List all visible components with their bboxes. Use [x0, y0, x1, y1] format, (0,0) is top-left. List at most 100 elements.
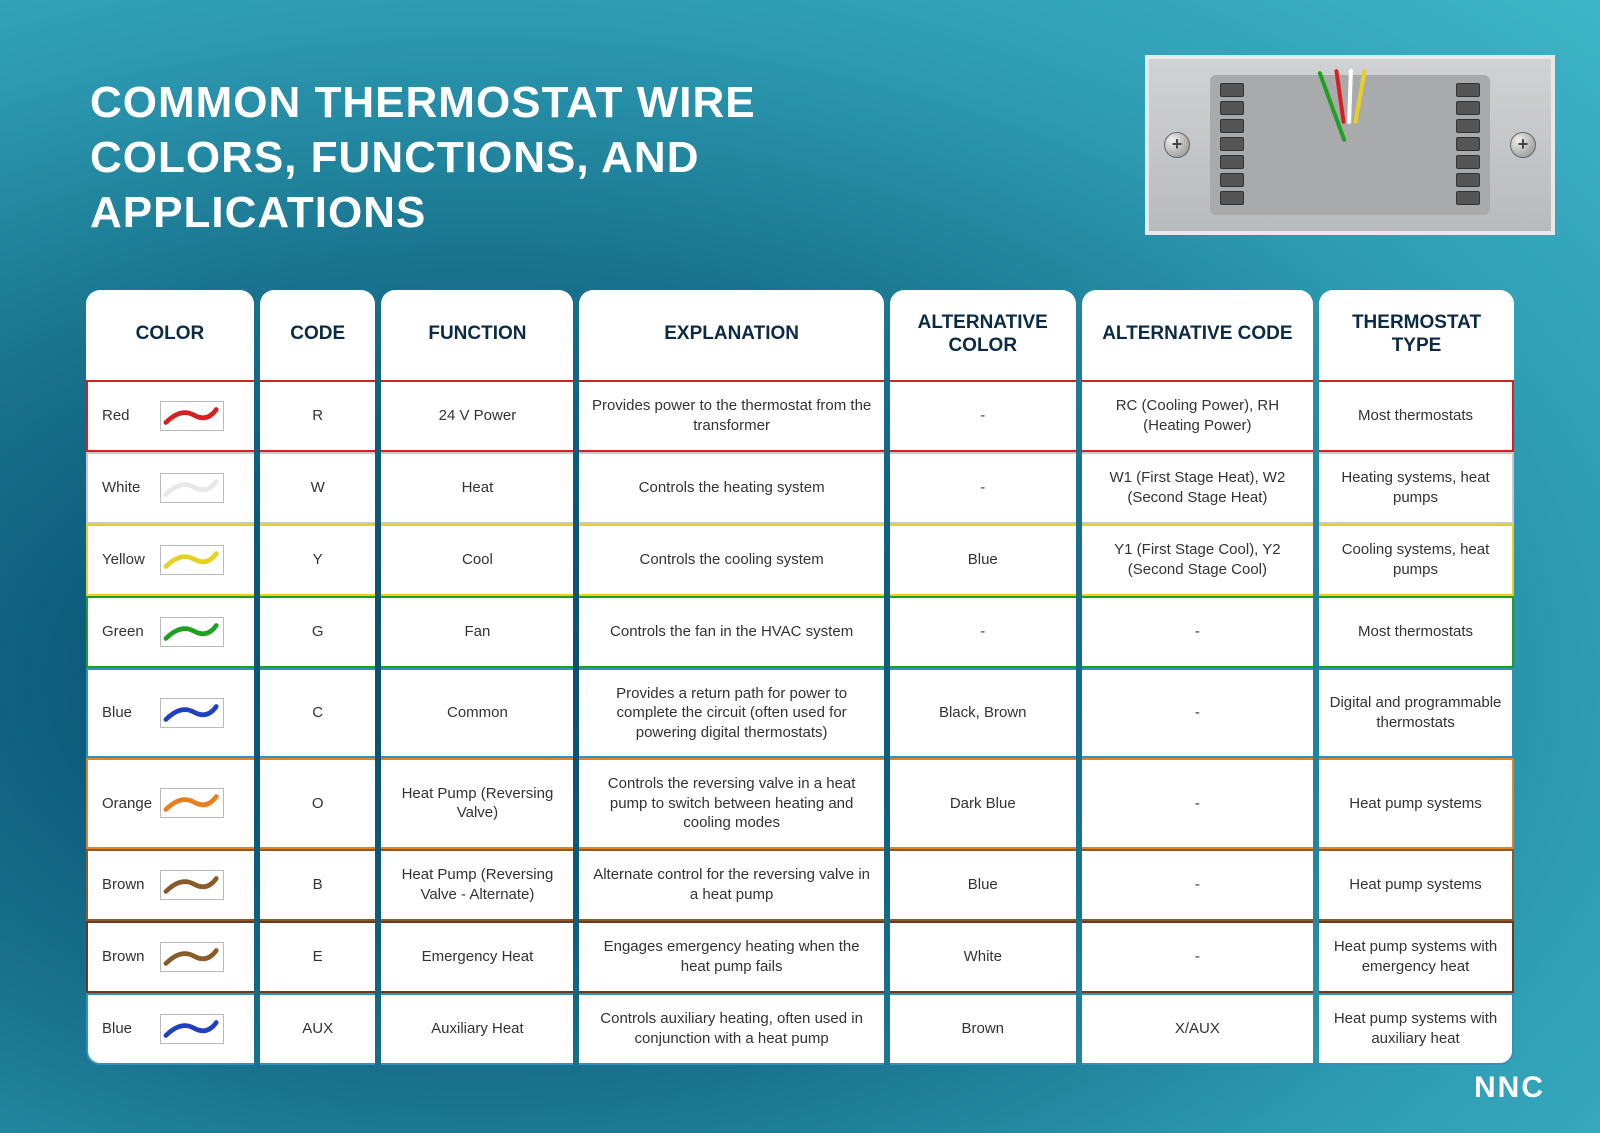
table-row: Brown EEmergency HeatEngages emergency he… — [86, 921, 1514, 993]
alt-color-cell: - — [890, 596, 1076, 668]
alt-code-cell: - — [1082, 596, 1313, 668]
table-row: Yellow YCoolControls the cooling systemBl… — [86, 524, 1514, 596]
function-cell: Emergency Heat — [381, 921, 573, 993]
function-cell: Auxiliary Heat — [381, 993, 573, 1065]
alt-code-cell: Y1 (First Stage Cool), Y2 (Second Stage … — [1082, 524, 1313, 596]
alt-color-cell: - — [890, 452, 1076, 524]
wire-swatch — [160, 870, 224, 900]
function-cell: Fan — [381, 596, 573, 668]
alt-code-cell: RC (Cooling Power), RH (Heating Power) — [1082, 380, 1313, 452]
col-alt-color: ALTERNATIVE COLOR — [890, 290, 1076, 380]
code-cell: C — [260, 668, 375, 759]
type-cell: Heating systems, heat pumps — [1319, 452, 1514, 524]
wire-swatch — [160, 473, 224, 503]
screw-icon — [1164, 132, 1190, 158]
color-cell: Green — [86, 596, 254, 668]
alt-code-cell: - — [1082, 668, 1313, 759]
type-cell: Heat pump systems with auxiliary heat — [1319, 993, 1514, 1065]
type-cell: Heat pump systems with emergency heat — [1319, 921, 1514, 993]
wire-swatch — [160, 401, 224, 431]
color-name: Blue — [102, 1019, 154, 1039]
color-name: Brown — [102, 947, 154, 967]
code-cell: Y — [260, 524, 375, 596]
table-row: Red R24 V PowerProvides power to the ther… — [86, 380, 1514, 452]
terminal-block — [1210, 75, 1490, 215]
screw-icon — [1510, 132, 1536, 158]
wire-swatch — [160, 698, 224, 728]
table-row: Orange OHeat Pump (Reversing Valve)Contro… — [86, 758, 1514, 849]
type-cell: Digital and programmable thermostats — [1319, 668, 1514, 759]
alt-color-cell: White — [890, 921, 1076, 993]
code-cell: G — [260, 596, 375, 668]
table-row: Blue CCommonProvides a return path for po… — [86, 668, 1514, 759]
color-cell: Orange — [86, 758, 254, 849]
wire-swatch — [160, 942, 224, 972]
code-cell: W — [260, 452, 375, 524]
color-cell: Brown — [86, 849, 254, 921]
alt-color-cell: Brown — [890, 993, 1076, 1065]
explanation-cell: Controls the reversing valve in a heat p… — [579, 758, 883, 849]
wire-table: COLOR CODE FUNCTION EXPLANATION ALTERNAT… — [80, 290, 1520, 1065]
function-cell: Cool — [381, 524, 573, 596]
function-cell: 24 V Power — [381, 380, 573, 452]
alt-color-cell: Blue — [890, 524, 1076, 596]
table-row: White WHeatControls the heating system-W1… — [86, 452, 1514, 524]
alt-code-cell: X/AUX — [1082, 993, 1313, 1065]
page-title: COMMON THERMOSTAT WIRE COLORS, FUNCTIONS… — [90, 75, 940, 240]
function-cell: Heat Pump (Reversing Valve - Alternate) — [381, 849, 573, 921]
table-row: Blue AUXAuxiliary HeatControls auxiliary … — [86, 993, 1514, 1065]
explanation-cell: Controls the fan in the HVAC system — [579, 596, 883, 668]
explanation-cell: Engages emergency heating when the heat … — [579, 921, 883, 993]
code-cell: AUX — [260, 993, 375, 1065]
alt-code-cell: - — [1082, 921, 1313, 993]
col-alt-code: ALTERNATIVE CODE — [1082, 290, 1313, 380]
code-cell: B — [260, 849, 375, 921]
type-cell: Heat pump systems — [1319, 758, 1514, 849]
wire-swatch — [160, 788, 224, 818]
color-name: Green — [102, 622, 154, 642]
brand-logo: NNC — [1474, 1071, 1545, 1105]
wire-swatch — [160, 617, 224, 647]
table-header-row: COLOR CODE FUNCTION EXPLANATION ALTERNAT… — [86, 290, 1514, 380]
function-cell: Heat Pump (Reversing Valve) — [381, 758, 573, 849]
color-name: White — [102, 478, 154, 498]
color-cell: Yellow — [86, 524, 254, 596]
alt-code-cell: - — [1082, 758, 1313, 849]
explanation-cell: Controls the cooling system — [579, 524, 883, 596]
table-row: Brown BHeat Pump (Reversing Valve - Alter… — [86, 849, 1514, 921]
explanation-cell: Controls auxiliary heating, often used i… — [579, 993, 883, 1065]
explanation-cell: Provides a return path for power to comp… — [579, 668, 883, 759]
function-cell: Heat — [381, 452, 573, 524]
type-cell: Heat pump systems — [1319, 849, 1514, 921]
color-name: Yellow — [102, 550, 154, 570]
function-cell: Common — [381, 668, 573, 759]
col-code: CODE — [260, 290, 375, 380]
type-cell: Most thermostats — [1319, 380, 1514, 452]
col-type: THERMOSTAT TYPE — [1319, 290, 1514, 380]
code-cell: O — [260, 758, 375, 849]
wire-swatch — [160, 545, 224, 575]
code-cell: E — [260, 921, 375, 993]
explanation-cell: Provides power to the thermostat from th… — [579, 380, 883, 452]
color-name: Red — [102, 406, 154, 426]
alt-color-cell: Dark Blue — [890, 758, 1076, 849]
col-explanation: EXPLANATION — [579, 290, 883, 380]
color-cell: Brown — [86, 921, 254, 993]
color-name: Blue — [102, 703, 154, 723]
code-cell: R — [260, 380, 375, 452]
color-name: Orange — [102, 794, 154, 814]
color-cell: Red — [86, 380, 254, 452]
color-cell: Blue — [86, 668, 254, 759]
table-row: Green GFanControls the fan in the HVAC sy… — [86, 596, 1514, 668]
type-cell: Most thermostats — [1319, 596, 1514, 668]
alt-color-cell: Black, Brown — [890, 668, 1076, 759]
color-cell: White — [86, 452, 254, 524]
explanation-cell: Alternate control for the reversing valv… — [579, 849, 883, 921]
color-cell: Blue — [86, 993, 254, 1065]
alt-color-cell: - — [890, 380, 1076, 452]
type-cell: Cooling systems, heat pumps — [1319, 524, 1514, 596]
col-color: COLOR — [86, 290, 254, 380]
alt-code-cell: W1 (First Stage Heat), W2 (Second Stage … — [1082, 452, 1313, 524]
explanation-cell: Controls the heating system — [579, 452, 883, 524]
color-name: Brown — [102, 875, 154, 895]
